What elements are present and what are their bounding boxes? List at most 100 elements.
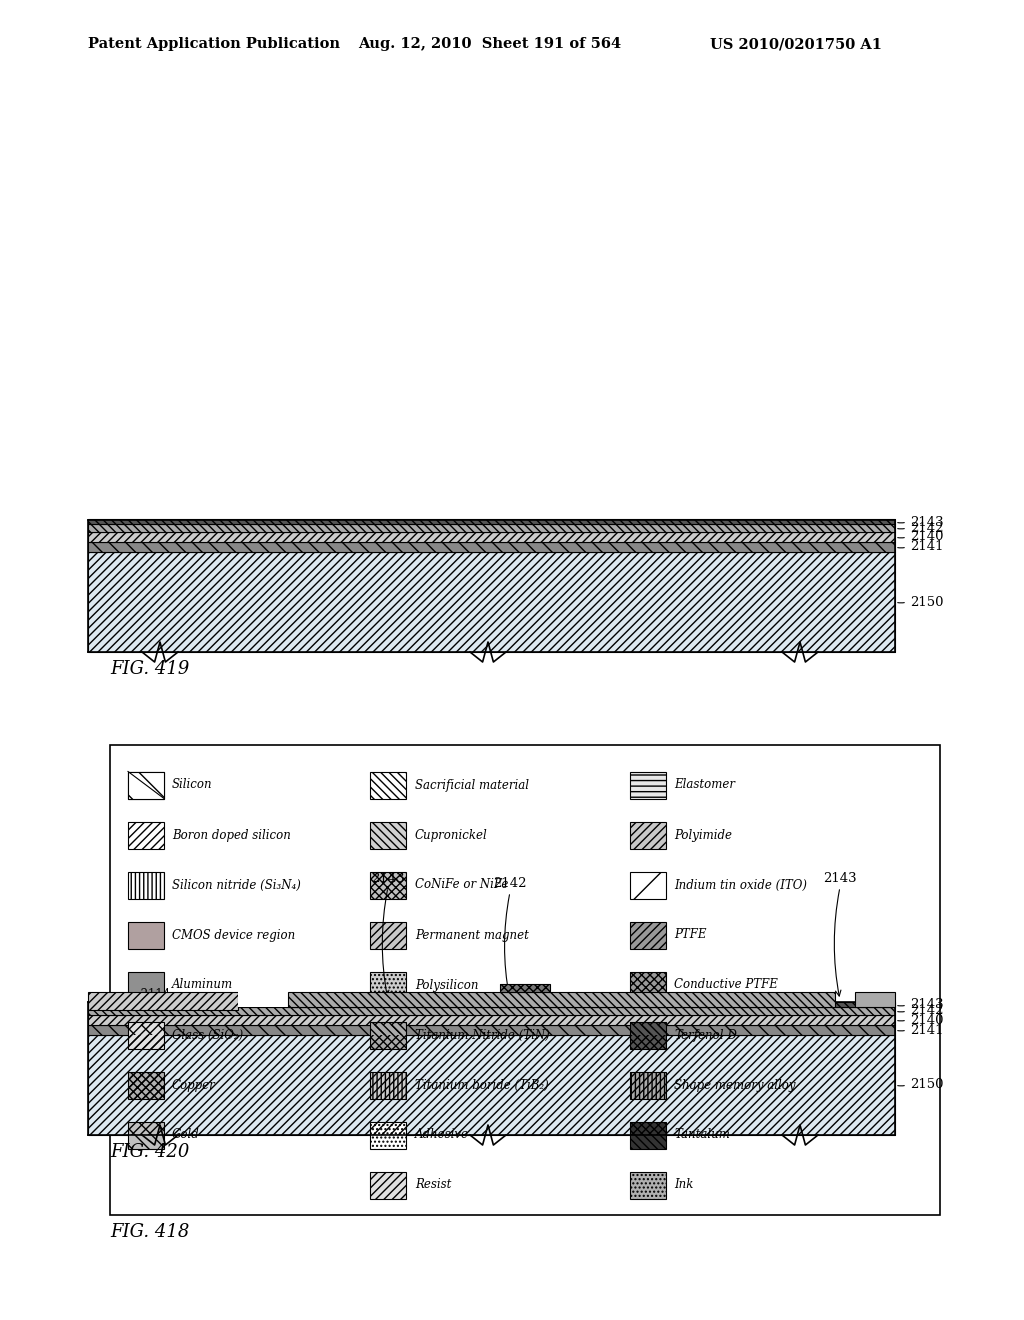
Bar [370,921,406,949]
Text: Aluminum: Aluminum [172,978,233,991]
Text: Aug. 12, 2010  Sheet 191 of 564: Aug. 12, 2010 Sheet 191 of 564 [358,37,622,51]
Text: 2150: 2150 [910,1078,943,1092]
Text: 2143: 2143 [910,998,944,1011]
Bar [128,821,164,849]
Bar [88,552,895,652]
Text: Patent Application Publication: Patent Application Publication [88,37,340,51]
Bar [370,1022,406,1048]
Text: FIG. 419: FIG. 419 [110,660,189,678]
Text: 2143: 2143 [823,873,857,884]
Bar [88,519,895,524]
Bar [88,532,895,543]
Text: Titanium boride (TiB₂): Titanium boride (TiB₂) [415,1078,549,1092]
Text: Elastomer: Elastomer [674,779,735,792]
Text: Silicon: Silicon [172,779,213,792]
Bar [88,1035,895,1135]
Text: FIG. 418: FIG. 418 [110,1224,189,1241]
Text: Indium tin oxide (ITO): Indium tin oxide (ITO) [674,879,807,891]
Bar [128,1122,164,1148]
Text: 2143: 2143 [371,873,404,884]
Bar [128,871,164,899]
Bar [370,972,406,998]
Bar [370,821,406,849]
Bar [370,1172,406,1199]
Bar [630,972,666,998]
Bar [288,993,835,1007]
Bar [630,972,666,998]
Bar [370,771,406,799]
Text: 2140: 2140 [910,1014,943,1027]
Text: Conductive PTFE: Conductive PTFE [674,978,778,991]
Bar [88,1026,895,1035]
Bar [88,532,895,543]
Bar [88,524,895,532]
Bar [128,1022,164,1048]
Text: Silicon nitride (Si₃N₄): Silicon nitride (Si₃N₄) [172,879,301,891]
Bar [855,993,895,1007]
Text: 2142: 2142 [910,1005,943,1018]
Bar [128,1122,164,1148]
Bar [128,771,164,799]
Text: Polysilicon: Polysilicon [415,978,478,991]
Text: FIG. 420: FIG. 420 [110,1143,189,1162]
Text: 2140: 2140 [910,531,943,544]
Bar [128,771,164,799]
Bar [88,524,895,532]
Text: 2142: 2142 [494,876,526,890]
Bar [128,972,164,998]
Bar [630,871,666,899]
Bar [630,1022,666,1048]
Text: Adhesive: Adhesive [415,1129,469,1142]
Bar [128,871,164,899]
Bar [630,1122,666,1148]
Text: 2141: 2141 [910,1023,943,1036]
Bar [128,921,164,949]
Text: ~ 2114 ~: ~ 2114 ~ [127,989,183,1002]
Bar [630,921,666,949]
Text: Permanent magnet: Permanent magnet [415,928,528,941]
Bar [88,993,238,1010]
Text: Resist: Resist [415,1179,452,1192]
Bar [370,972,406,998]
Text: 2142: 2142 [910,521,943,535]
Bar [88,1002,895,1007]
Bar [630,771,666,799]
Bar [370,1122,406,1148]
Text: Copper: Copper [172,1078,216,1092]
Bar [370,1022,406,1048]
Bar [88,1026,895,1035]
Text: Cupronickel: Cupronickel [415,829,487,842]
Bar [500,983,550,993]
Bar [370,921,406,949]
Text: 2143: 2143 [910,516,944,528]
Text: PTFE: PTFE [674,928,707,941]
Bar [88,543,895,552]
Text: 2150: 2150 [910,595,943,609]
Bar [370,1172,406,1199]
Text: Polyimide: Polyimide [674,829,732,842]
Text: 2141: 2141 [910,540,943,553]
Text: US 2010/0201750 A1: US 2010/0201750 A1 [710,37,882,51]
Bar [88,552,895,652]
Bar [370,821,406,849]
Text: Glass (SiO₂): Glass (SiO₂) [172,1028,244,1041]
Text: CoNiFe or NiFe: CoNiFe or NiFe [415,879,508,891]
Bar [630,1122,666,1148]
Bar [88,1007,895,1015]
Bar [88,1015,895,1026]
Bar [630,1172,666,1199]
Bar [88,993,238,1010]
Bar [630,1072,666,1098]
Bar [630,771,666,799]
Bar [630,921,666,949]
Bar [88,1015,895,1026]
Bar [370,1122,406,1148]
Bar [88,519,895,524]
Bar [370,871,406,899]
Bar [128,1072,164,1098]
Text: Titanium Nitride (TiN): Titanium Nitride (TiN) [415,1028,550,1041]
Bar [630,1022,666,1048]
Bar [88,1035,895,1135]
Bar [500,983,550,993]
Bar [128,1022,164,1048]
